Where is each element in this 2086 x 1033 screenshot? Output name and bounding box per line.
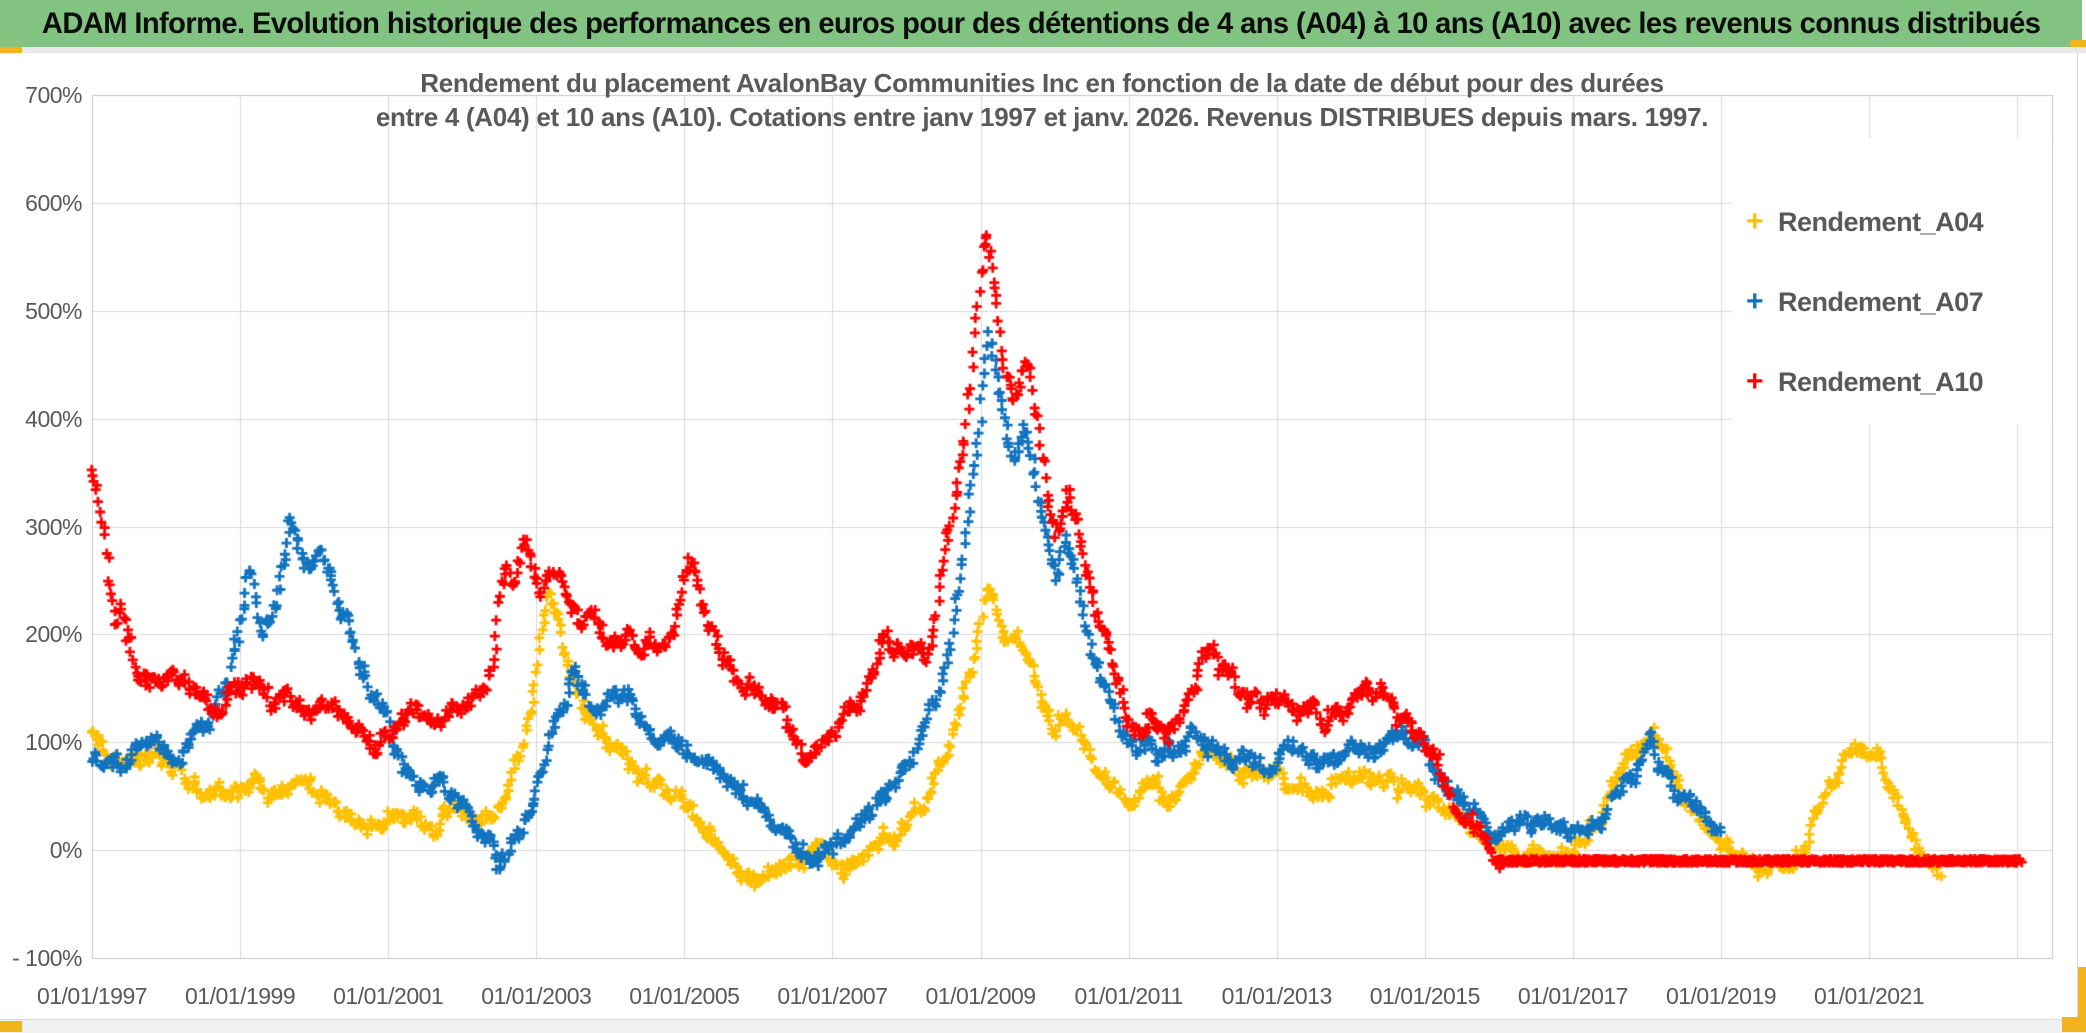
legend-label-a04: Rendement_A04 [1778,206,1984,237]
y-tick-label: 400% [25,405,82,432]
chart-title-line1: Rendement du placement AvalonBay Communi… [420,68,1664,98]
plus-marker-icon-a10: + [1746,365,1764,398]
y-tick-label: 100% [25,729,82,756]
y-tick-label: 200% [25,621,82,648]
x-tick-label: 01/01/2017 [1517,983,1629,1009]
x-tick-label: 01/01/2005 [629,983,740,1009]
frame-accent-bottom-left [0,1021,22,1032]
frame-accent-header-right [2070,40,2086,47]
x-tick-label: 01/01/2001 [333,983,444,1009]
legend-label-a07: Rendement_A07 [1778,286,1984,317]
top-divider [0,47,2086,53]
legend-item-rendement-a10: + Rendement_A10 [1746,360,1984,404]
x-tick-label: 01/01/2015 [1369,983,1481,1009]
x-tick-label: 01/01/2011 [1074,983,1183,1009]
banner: ADAM Informe. Evolution historique des p… [0,0,2082,47]
x-tick-label: 01/01/1997 [36,983,148,1009]
bottom-divider [0,1019,2086,1033]
x-tick-label: 01/01/2007 [777,983,888,1009]
y-tick-label: 600% [25,189,82,216]
y-tick-label: 500% [25,297,82,324]
frame-accent-bottom-right [2062,1017,2086,1032]
banner-title: ADAM Informe. Evolution historique des p… [41,6,2041,40]
x-tick-label: 01/01/2021 [1814,983,1925,1009]
chart-title: Rendement du placement AvalonBay Communi… [92,66,1992,134]
plus-marker-icon-a04: + [1746,205,1764,238]
plus-marker-icon-a07: + [1746,285,1764,318]
x-tick-label: 01/01/2009 [925,983,1036,1009]
frame-accent-right [2078,967,2086,1032]
legend-label-a10: Rendement_A10 [1778,366,1984,397]
chart-right-border [2077,53,2078,1019]
x-tick-label: 01/01/2003 [481,983,592,1009]
y-tick-label: 0% [49,837,83,864]
legend-item-rendement-a07: + Rendement_A07 [1746,280,1984,324]
x-tick-label: 01/01/2019 [1665,983,1777,1009]
x-tick-label: 01/01/1999 [185,983,296,1009]
frame-accent-top-left [0,47,22,53]
y-tick-label: 700% [25,82,82,108]
x-tick-label: 01/01/2013 [1221,983,1333,1009]
chart-title-line2: entre 4 (A04) et 10 ans (A10). Cotations… [375,102,1709,132]
y-tick-label: 300% [25,513,82,540]
legend-item-rendement-a04: + Rendement_A04 [1746,200,1984,244]
chart-legend: + Rendement_A04 + Rendement_A07 + Rendem… [1732,138,2052,425]
y-tick-label: - 100% [12,945,82,971]
